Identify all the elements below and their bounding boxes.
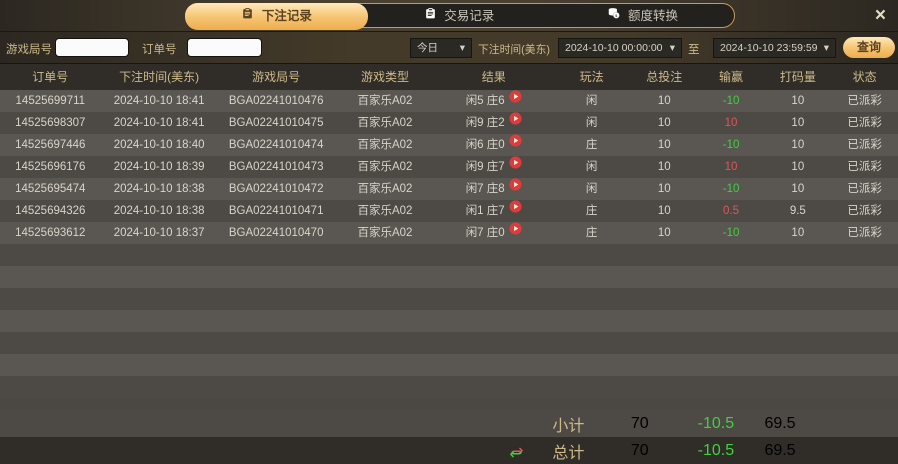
svg-text:$: $ (615, 14, 617, 18)
